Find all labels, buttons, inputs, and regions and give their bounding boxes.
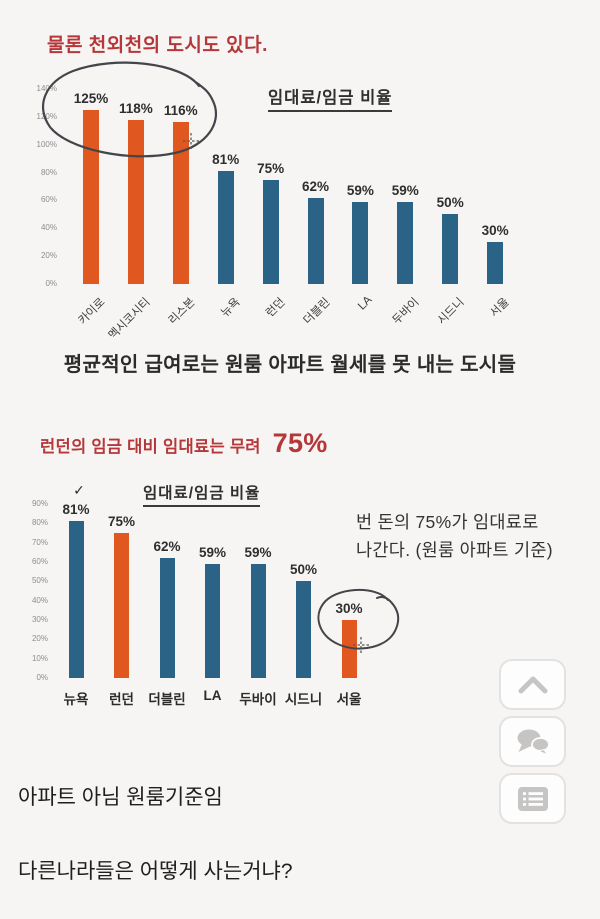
comment-text-1: 아파트 아님 원룸기준임 [18, 786, 223, 809]
bar-value-label: 62% [153, 539, 181, 555]
bar-value-label: 50% [436, 195, 464, 211]
bar-더블린 [307, 197, 324, 284]
bar-value-label: 81% [212, 152, 240, 168]
check-mark: ✓ [73, 482, 85, 498]
y-axis-tick: 10% [31, 653, 48, 663]
chevron-up-icon [516, 674, 550, 696]
y-axis-tick: 50% [31, 576, 48, 586]
bar-value-label: 118% [118, 100, 153, 116]
y-axis-tick: 40% [40, 223, 57, 233]
hand-drawn-circle-seoul [317, 589, 400, 650]
headline-red-2-text: 런던의 임금 대비 임대료는 무려 [40, 438, 261, 456]
bar-LA [205, 563, 220, 678]
bar-시드니 [296, 581, 311, 678]
bar-value-label: 59% [244, 544, 272, 560]
y-axis-tick: 0% [45, 279, 57, 288]
side-note-line1: 번 돈의 75%가 임대료로 [356, 512, 539, 532]
bar-category-label: 더블린 [148, 692, 186, 707]
bar-value-label: 125% [73, 90, 109, 106]
bar-category-label: 시드니 [284, 692, 323, 707]
bar-서울 [487, 242, 504, 284]
bar-category-label: 런던 [109, 692, 134, 707]
headline-red-2-value: 75% [272, 428, 328, 458]
y-axis-tick: 0% [36, 673, 48, 682]
chat-bubbles-icon [514, 727, 552, 757]
bar-value-label: 75% [107, 514, 136, 530]
bar-value-label: 116% [163, 103, 198, 119]
list-button[interactable] [499, 773, 566, 824]
bar-두바이 [250, 563, 266, 678]
bar-value-label: 59% [198, 544, 227, 560]
y-axis-tick: 20% [40, 251, 57, 261]
bar-카이로 [83, 109, 99, 284]
bar-리스본 [172, 122, 189, 284]
bar-value-label: 59% [391, 182, 419, 198]
headline-red-1: 물론 천외천의 도시도 있다. [47, 35, 268, 56]
bar-value-label: 75% [257, 160, 285, 176]
bar-런던 [262, 179, 279, 284]
bar-category-label: 서울 [336, 692, 362, 707]
bar-value-label: 30% [481, 223, 509, 239]
chart1-title: 임대료/임금 비율 [268, 84, 393, 112]
bar-런던 [114, 533, 129, 678]
floating-button-group [499, 659, 566, 824]
scroll-top-button[interactable] [499, 659, 566, 710]
y-axis-tick: 100% [36, 139, 57, 149]
bar-value-label: 59% [346, 182, 374, 198]
mid-heading: 평균적인 급여로는 원룸 아파트 월세를 못 내는 도시들 [63, 354, 517, 376]
y-axis-tick: 60% [31, 557, 48, 567]
bar-시드니 [442, 214, 459, 284]
bar-value-label: 30% [335, 601, 363, 616]
side-note: 번 돈의 75%가 임대료로 나간다. (원룸 아파트 기준) [356, 508, 553, 564]
y-axis-tick: 70% [31, 537, 48, 547]
y-axis-tick: 30% [31, 615, 48, 624]
y-axis-tick: 120% [36, 111, 57, 121]
chart2-title: 임대료/임금 비율 [143, 481, 261, 507]
y-axis-tick: 60% [40, 195, 57, 205]
bar-value-label: 81% [62, 502, 90, 518]
side-note-line2: 나간다. (원룸 아파트 기준) [356, 540, 553, 560]
bar-value-label: 62% [301, 178, 330, 194]
bar-뉴욕 [217, 171, 234, 284]
bar-뉴욕 [68, 521, 84, 678]
bar-멕시코시티 [127, 119, 144, 284]
bar-category-label: 뉴욕 [63, 692, 89, 707]
y-axis-tick: 80% [31, 518, 48, 528]
chart-rent-wage-ratio-subset: 임대료/임금 비율 ✓ 번 돈의 75%가 임대료로 나간다. (원룸 아파트 … [0, 470, 600, 715]
headline-red-2: 런던의 임금 대비 임대료는 무려 75% [40, 428, 328, 459]
comments-button[interactable] [499, 716, 566, 767]
comment-text-2: 다른나라들은 어떻게 사는거냐? [18, 860, 293, 883]
bar-value-label: 50% [289, 562, 318, 578]
y-axis-tick: 80% [40, 167, 57, 177]
bar-category-label: LA [203, 688, 222, 703]
bar-category-label: 두바이 [239, 692, 277, 707]
bar-두바이 [397, 201, 414, 284]
bar-더블린 [159, 558, 175, 678]
chart-rent-wage-ratio-world: 임대료/임금 비율 0% 20% 40% 60% 80% 100% 120% 140% 125%… [0, 0, 600, 350]
y-axis-tick: 140% [36, 83, 57, 93]
list-icon [515, 784, 551, 814]
y-axis-tick: 20% [31, 634, 48, 644]
bar-LA [352, 201, 369, 284]
bar-서울 [341, 620, 357, 678]
y-axis-tick: 90% [31, 499, 48, 509]
y-axis-tick: 40% [31, 595, 48, 605]
